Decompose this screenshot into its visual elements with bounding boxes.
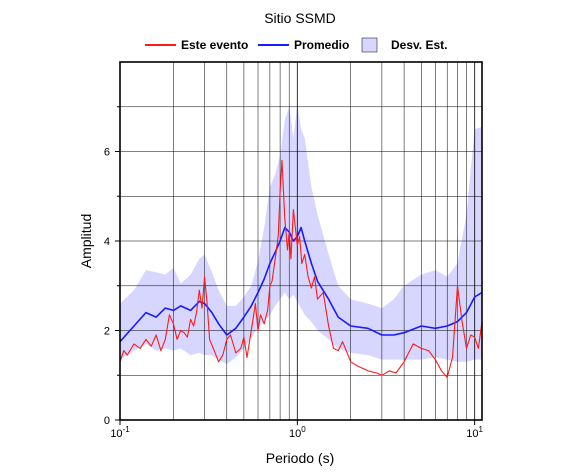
- std-dev-band: [120, 104, 482, 365]
- legend-label-este-evento: Este evento: [181, 38, 248, 52]
- y-tick-label: 0: [104, 415, 110, 427]
- legend: Este evento Promedio Desv. Est.: [145, 37, 447, 53]
- x-axis-label: Periodo (s): [266, 450, 334, 466]
- chart-title: Sitio SSMD: [264, 10, 336, 26]
- std-dev-band-layer: [120, 104, 482, 365]
- grid-layer: [119, 62, 482, 420]
- tick-layer: 0 2 4 6 10-1 100 101: [104, 106, 484, 440]
- series-line-este-evento: [119, 159, 483, 379]
- series-line-promedio: [119, 226, 483, 343]
- y-tick-label: 4: [104, 236, 110, 248]
- legend-label-promedio: Promedio: [294, 38, 349, 52]
- legend-label-desv-est: Desv. Est.: [391, 38, 447, 52]
- y-tick-label: 6: [104, 147, 110, 159]
- legend-swatch-desv-est: [361, 37, 378, 53]
- series-layer: [119, 159, 483, 379]
- x-tick-label: 100: [289, 425, 306, 440]
- x-tick-label: 10-1: [110, 425, 130, 440]
- y-tick-label: 2: [104, 326, 110, 338]
- x-tick-label: 101: [466, 425, 483, 440]
- y-axis-label: Amplitud: [78, 214, 94, 268]
